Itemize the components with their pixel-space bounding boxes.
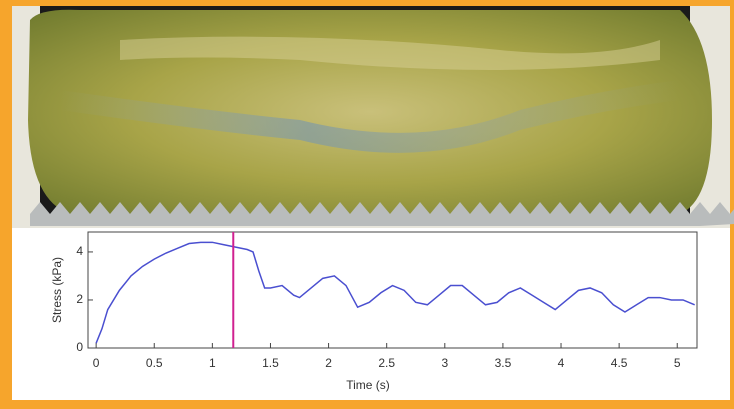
- y-tick-label: 2: [76, 292, 83, 306]
- x-tick-label: 1: [209, 356, 216, 370]
- y-axis-label: Stress (kPa): [50, 257, 64, 323]
- plot-area: [87, 231, 698, 349]
- x-tick-label: 4.5: [611, 356, 628, 370]
- x-tick-label: 4: [558, 356, 565, 370]
- x-tick-label: 3.5: [495, 356, 512, 370]
- x-axis-label: Time (s): [346, 378, 390, 392]
- x-tick-label: 0.5: [146, 356, 163, 370]
- x-tick-label: 2.5: [378, 356, 395, 370]
- y-tick-label: 0: [76, 340, 83, 354]
- x-tick-label: 2: [325, 356, 332, 370]
- y-tick-label: 4: [76, 244, 83, 258]
- x-tick-label: 0: [93, 356, 100, 370]
- x-tick-label: 3: [441, 356, 448, 370]
- x-tick-label: 5: [674, 356, 681, 370]
- photo: [12, 6, 734, 228]
- x-tick-label: 1.5: [262, 356, 279, 370]
- data-line: [95, 241, 695, 344]
- chart: 0 2 4 0 0.5 1 1.5 2 2.5 3 3.5 4 4.5 5: [76, 231, 698, 370]
